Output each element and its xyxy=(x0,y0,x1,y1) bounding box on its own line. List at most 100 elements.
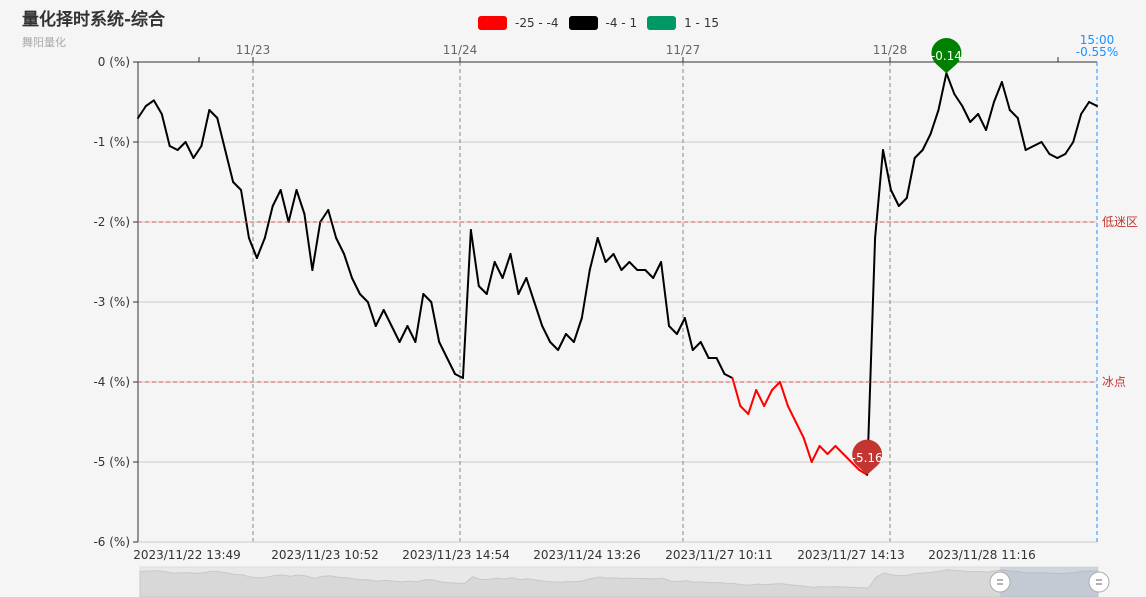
line-segment xyxy=(176,141,187,151)
zoom-selected-window[interactable] xyxy=(1000,567,1098,597)
legend-label[interactable]: -4 - 1 xyxy=(605,16,638,30)
day-label: 11/23 xyxy=(236,43,271,57)
line-segment xyxy=(390,325,401,343)
line-segment xyxy=(430,301,441,343)
line-segment xyxy=(604,253,615,263)
line-segment xyxy=(152,99,163,115)
line-segment xyxy=(1064,141,1075,155)
line-segment xyxy=(937,72,948,111)
line-segment xyxy=(1032,141,1043,147)
line-segment xyxy=(929,109,940,135)
line-segment xyxy=(549,341,560,351)
line-segment xyxy=(327,209,338,239)
line-segment xyxy=(660,261,671,327)
x-tick-label: 2023/11/28 11:16 xyxy=(928,548,1036,562)
line-segment xyxy=(850,461,861,471)
line-segment xyxy=(731,377,742,407)
line-segment xyxy=(905,157,916,199)
line-segment xyxy=(715,357,726,375)
line-segment xyxy=(778,381,789,407)
line-segment xyxy=(644,269,655,279)
y-tick-label: -1 (%) xyxy=(93,135,130,149)
day-label: 11/28 xyxy=(873,43,908,57)
line-segment xyxy=(858,469,869,476)
line-segment xyxy=(525,277,536,303)
line-segment xyxy=(866,237,877,476)
chart-subtitle: 舞阳量化 xyxy=(22,36,66,49)
mark-line-label: 冰点 xyxy=(1102,375,1126,389)
line-segment xyxy=(596,237,607,263)
line-segment xyxy=(834,445,845,455)
line-segment xyxy=(786,405,797,423)
line-segment xyxy=(406,325,417,343)
line-segment xyxy=(747,389,758,415)
legend: -25 - -4 -4 - 1 1 - 15 xyxy=(478,16,729,30)
line-segment xyxy=(739,405,750,415)
line-segment xyxy=(1048,153,1059,159)
line-segment xyxy=(1072,113,1083,143)
zoom-handle[interactable] xyxy=(1088,571,1110,593)
line-segment xyxy=(366,301,377,327)
line-segment xyxy=(882,149,892,191)
line-segment xyxy=(612,253,623,271)
line-segment xyxy=(810,445,821,463)
line-segment xyxy=(232,181,243,191)
line-segment xyxy=(160,113,171,147)
day-label: 11/24 xyxy=(443,43,478,57)
line-segment xyxy=(454,373,464,379)
line-segment xyxy=(287,189,298,223)
line-segment xyxy=(279,189,290,223)
line-segment xyxy=(446,357,457,375)
x-tick-label: 2023/11/24 13:26 xyxy=(533,548,641,562)
line-segment xyxy=(675,317,686,335)
line-segment xyxy=(699,341,710,359)
line-segment xyxy=(541,325,552,343)
line-segment xyxy=(319,209,330,223)
line-segment xyxy=(945,72,956,95)
y-tick-label: -2 (%) xyxy=(93,215,130,229)
y-tick-label: -6 (%) xyxy=(93,535,130,549)
line-segment xyxy=(461,229,472,379)
line-segment xyxy=(477,285,488,295)
line-segment xyxy=(1080,101,1091,115)
line-segment xyxy=(557,333,567,351)
marker-label: -5.16 xyxy=(852,451,883,465)
line-segment xyxy=(509,253,520,295)
zoom-handle[interactable] xyxy=(989,571,1011,593)
line-segment xyxy=(438,341,449,359)
line-segment xyxy=(184,141,195,159)
line-segment xyxy=(961,105,972,123)
line-segment xyxy=(913,149,924,159)
legend-label[interactable]: 1 - 15 xyxy=(684,16,719,30)
line-segment xyxy=(224,149,235,183)
line-segment xyxy=(137,105,147,119)
line-segment xyxy=(398,325,409,343)
line-segment xyxy=(992,81,1003,103)
legend-swatch-green[interactable] xyxy=(647,16,677,30)
line-segment xyxy=(208,109,219,119)
line-segment xyxy=(350,277,361,295)
line-segment xyxy=(668,325,678,335)
line-segment xyxy=(763,389,774,407)
line-segment xyxy=(691,341,702,351)
legend-swatch-red[interactable] xyxy=(478,16,507,30)
line-segment xyxy=(311,221,322,271)
line-segment xyxy=(493,261,504,279)
line-segment xyxy=(897,197,908,207)
line-segment xyxy=(374,309,385,327)
legend-label[interactable]: -25 - -4 xyxy=(515,16,559,30)
end-value-label: -0.55% xyxy=(1076,45,1118,59)
line-segment xyxy=(144,99,155,107)
line-segment xyxy=(802,437,813,463)
y-tick-label: -3 (%) xyxy=(93,295,130,309)
line-segment xyxy=(501,253,512,279)
x-tick-label: 2023/11/27 10:11 xyxy=(665,548,773,562)
line-segment xyxy=(580,269,591,319)
line-segment xyxy=(620,261,631,271)
line-segment xyxy=(652,261,663,279)
marker-pin xyxy=(852,439,883,475)
line-segment xyxy=(303,213,314,271)
legend-swatch-black[interactable] xyxy=(568,16,598,30)
line-segment xyxy=(755,389,766,407)
